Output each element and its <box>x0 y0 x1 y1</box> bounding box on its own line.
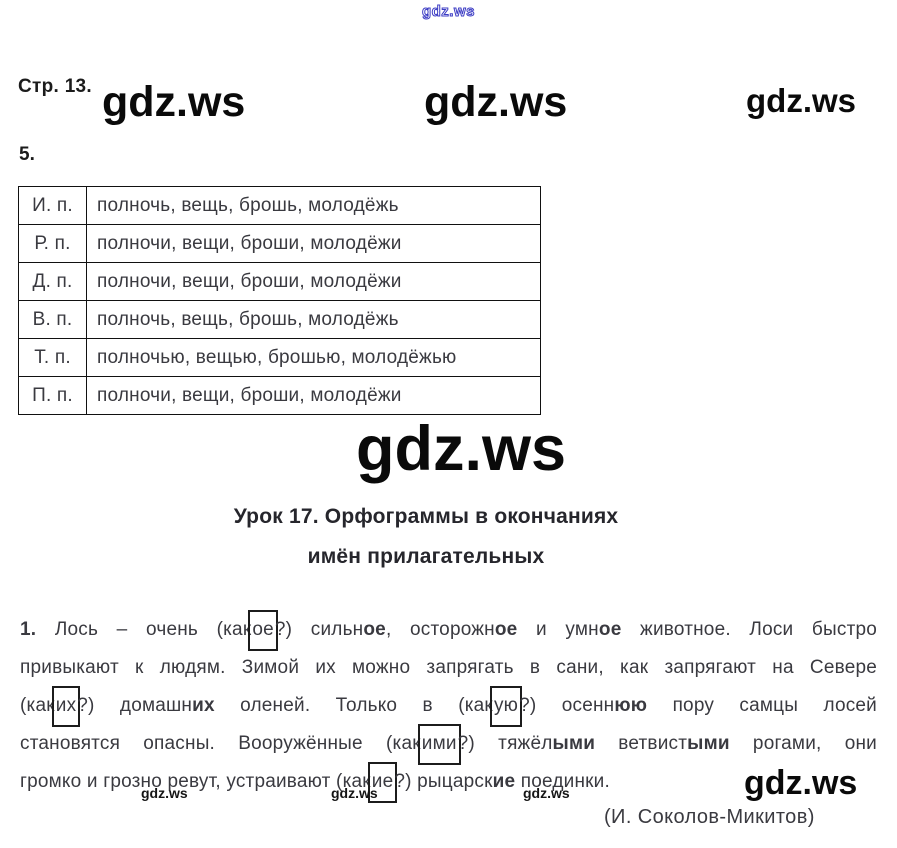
exercise1-line: (каких?) домашних оленей. Только в (каку… <box>20 686 877 727</box>
exercise1-line: громко и грозно ревут, устраивают (какие… <box>20 762 877 803</box>
case-label-cell: И. п. <box>18 186 87 225</box>
case-label-cell: Д. п. <box>18 262 87 301</box>
table-row: Т. п. полночью, вещью, брошью, молодёжью <box>18 338 541 377</box>
declension-table: И. п. полночь, вещь, брошь, молодёжь Р. п.… <box>18 186 541 415</box>
bold-ending: ое <box>494 619 518 640</box>
bold-ending: юю <box>614 695 648 716</box>
case-label-cell: Т. п. <box>18 338 87 377</box>
boxed-ending: их <box>51 686 81 727</box>
boxed-ending: ими <box>417 724 461 765</box>
watermark-footer-large: gdz.ws <box>744 764 858 802</box>
bold-ending: ое <box>363 619 386 640</box>
case-label-cell: П. п. <box>18 376 87 415</box>
lesson-title-line1: Урок 17. Орфограммы в окончаниях <box>233 505 619 528</box>
text-segment: рогами, они <box>729 733 877 754</box>
watermark-footer-small-2: gdz.ws <box>331 785 378 801</box>
text-segment: пору самцы лосей <box>647 695 877 716</box>
bold-ending: 1. <box>20 619 37 640</box>
words-cell: полночь, вещь, брошь, молодёжь <box>86 300 541 339</box>
table-row: Р. п. полночи, вещи, броши, молодёжи <box>18 224 541 263</box>
watermark-header-2: gdz.ws <box>424 78 568 126</box>
exercise1-line: привыкают к людям. Зимой их можно запряг… <box>20 649 877 687</box>
text-segment: и умн <box>517 619 599 640</box>
text-segment: становятся опасны. Вооружённые (как <box>20 733 421 754</box>
watermark-header-1: gdz.ws <box>102 78 246 126</box>
case-label-cell: В. п. <box>18 300 87 339</box>
text-segment: (как <box>20 695 55 716</box>
text-segment: поединки. <box>515 771 610 792</box>
text-segment: ?) сильн <box>274 619 364 640</box>
words-cell: полночи, вещи, броши, молодёжи <box>86 262 541 301</box>
exercise1-line: 1. Лось – очень (какое?) сильное, осторо… <box>20 610 878 651</box>
boxed-ending: ое <box>248 610 278 651</box>
exercise1-line: становятся опасны. Вооружённые (какими?)… <box>20 724 877 765</box>
exercise5-number: 5. <box>19 144 35 165</box>
boxed-ending: ие <box>367 762 398 803</box>
watermark-middle: gdz.ws <box>356 414 567 484</box>
words-cell: полночью, вещью, брошью, молодёжью <box>86 338 541 377</box>
table-row: И. п. полночь, вещь, брошь, молодёжь <box>18 186 541 225</box>
boxed-ending: ую <box>489 686 523 727</box>
watermark-footer-small-1: gdz.ws <box>141 785 188 801</box>
bold-ending: ое <box>598 619 622 640</box>
exercise1-text: 1. Лось – очень (какое?) сильное, осторо… <box>20 610 878 803</box>
text-segment: Лось – очень (как <box>36 619 252 640</box>
table-row: В. п. полночь, вещь, брошь, молодёжь <box>18 300 541 339</box>
table-row: П. п. полночи, вещи, броши, молодёжи <box>18 376 541 415</box>
text-segment: животное. Лоси быстро <box>621 619 878 640</box>
bold-ending: ие <box>492 771 516 792</box>
words-cell: полночи, вещи, броши, молодёжи <box>86 376 541 415</box>
text-segment: привыкают к людям. Зимой их можно запряг… <box>20 657 877 678</box>
text-segment: ?) тяжёл <box>457 733 553 754</box>
watermark-top: gdz.ws <box>421 3 475 21</box>
table-row: Д. п. полночи, вещи, броши, молодёжи <box>18 262 541 301</box>
text-segment: ?) домашн <box>77 695 193 716</box>
declension-table-body: И. п. полночь, вещь, брошь, молодёжь Р. п.… <box>18 186 541 415</box>
words-cell: полночи, вещи, броши, молодёжи <box>86 224 541 263</box>
bold-ending: их <box>192 695 215 716</box>
case-label-cell: Р. п. <box>18 224 87 263</box>
text-segment: ?) осенн <box>519 695 615 716</box>
watermark-header-3: gdz.ws <box>746 82 857 119</box>
text-segment: ?) рыцарск <box>394 771 493 792</box>
bold-ending: ыми <box>552 733 596 754</box>
words-cell: полночь, вещь, брошь, молодёжь <box>86 186 541 225</box>
text-segment: громко и грозно ревут, устраивают (как <box>20 771 371 792</box>
lesson-title: Урок 17. Орфограммы в окончаниях имён пр… <box>20 497 832 577</box>
text-segment: , осторожн <box>385 619 495 640</box>
lesson-title-line2: имён прилагательных <box>307 545 545 568</box>
text-segment: оленей. Только в (как <box>214 695 493 716</box>
page-number-label: Стр. 13. <box>18 76 93 97</box>
bold-ending: ыми <box>687 733 730 754</box>
author-attribution: (И. Соколов-Микитов) <box>604 806 815 828</box>
watermark-footer-small-3: gdz.ws <box>523 785 570 801</box>
text-segment: ветвист <box>595 733 688 754</box>
